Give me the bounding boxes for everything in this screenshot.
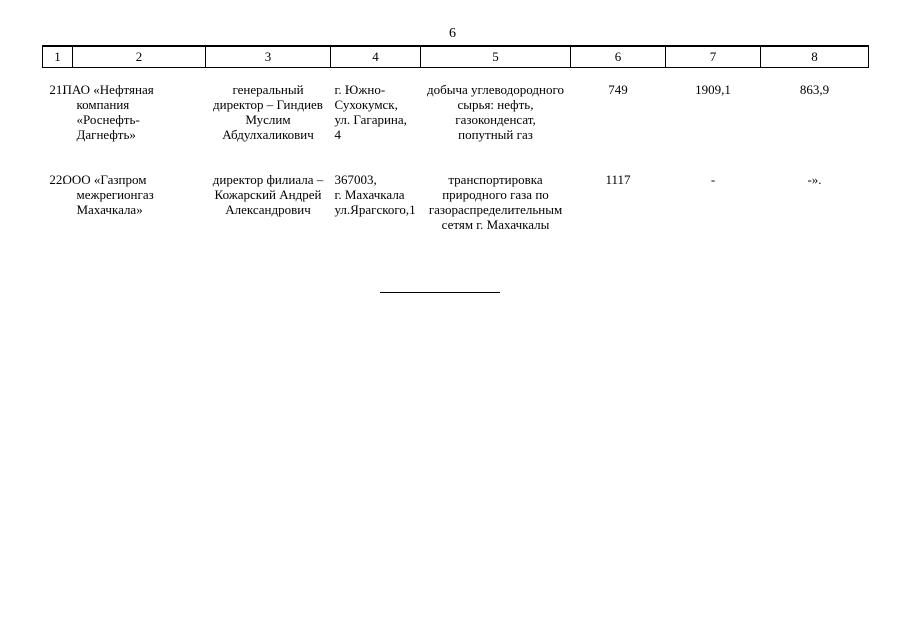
column-header-2: 2 xyxy=(72,45,206,68)
column-header-4: 4 xyxy=(330,45,421,68)
value-column-7: - xyxy=(710,172,716,187)
column-header-8: 8 xyxy=(760,45,869,68)
column-header-1: 1 xyxy=(42,45,73,68)
company-address: г. Южно- Сухокумск, ул. Гагарина, 4 xyxy=(334,82,407,142)
column-header-3: 3 xyxy=(205,45,331,68)
column-header-6: 6 xyxy=(570,45,666,68)
row-number: 21. xyxy=(49,82,66,97)
table-row: 21. ПАО «Нефтяная компания «Роснефть- Да… xyxy=(43,68,869,173)
end-of-document-rule xyxy=(380,292,500,293)
column-header-5: 5 xyxy=(420,45,571,68)
company-name: ООО «Газпром межрегионгаз Махачкала» xyxy=(62,172,154,217)
company-director: генеральный директор – Гиндиев Муслим Аб… xyxy=(213,82,323,142)
registry-table: 1 2 3 4 5 6 7 8 21. ПАО «Нефтяная компан… xyxy=(42,45,869,232)
company-activity: добыча углеводородного сырья: нефть, газ… xyxy=(427,82,564,142)
table-row: 22. ООО «Газпром межрегионгаз Махачкала»… xyxy=(43,172,869,232)
row-number: 22. xyxy=(49,172,66,187)
value-column-8: -». xyxy=(807,172,822,187)
company-name: ПАО «Нефтяная компания «Роснефть- Дагнеф… xyxy=(62,82,154,142)
column-header-7: 7 xyxy=(665,45,761,68)
company-address: 367003, г. Махачкала ул.Ярагского,1 xyxy=(334,172,416,217)
table-header-row: 1 2 3 4 5 6 7 8 xyxy=(42,45,869,68)
page-number: 6 xyxy=(449,26,456,41)
value-column-6: 749 xyxy=(608,82,628,97)
value-column-6: 1117 xyxy=(605,172,631,187)
company-director: директор филиала – Кожарский Андрей Алек… xyxy=(212,172,324,217)
value-column-8: 863,9 xyxy=(799,82,830,97)
company-activity: транспортировка природного газа по газор… xyxy=(428,172,563,232)
value-column-7: 1909,1 xyxy=(695,82,731,97)
